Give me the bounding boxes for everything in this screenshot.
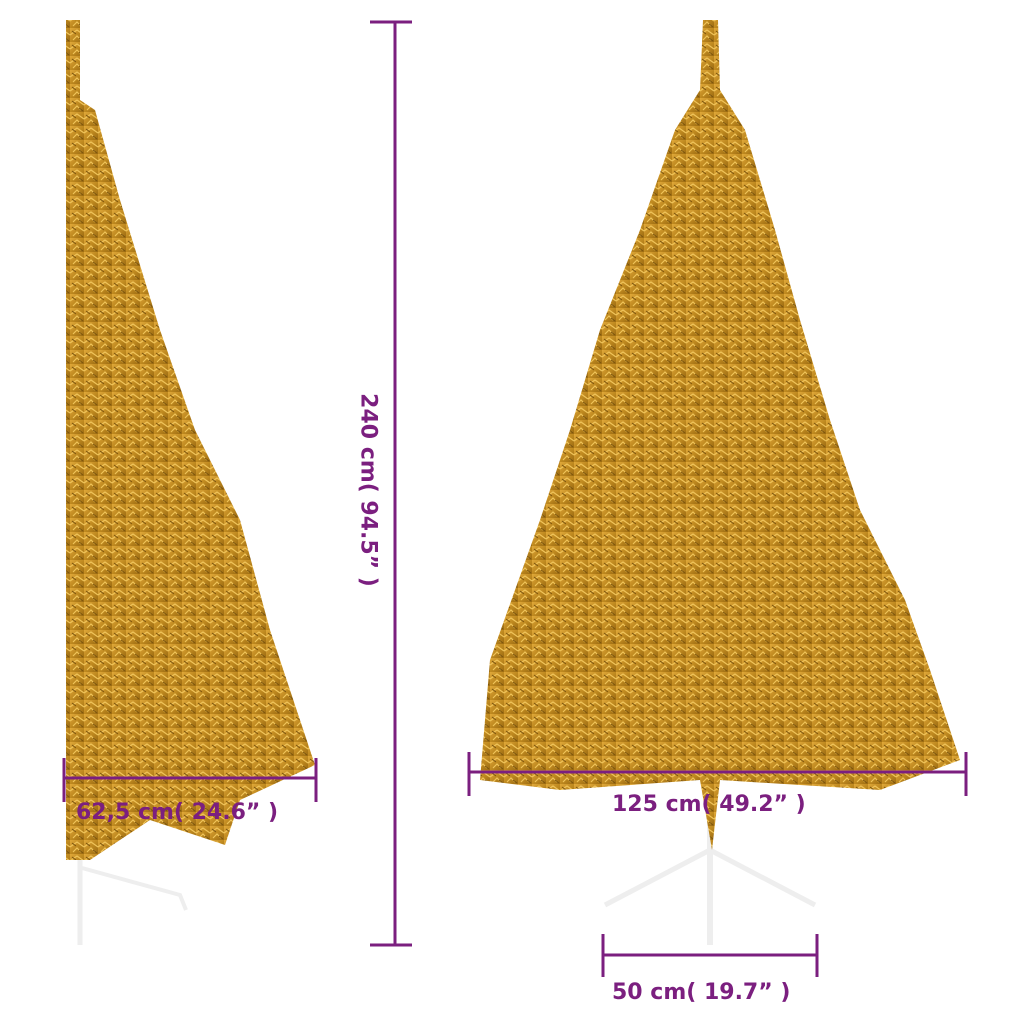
side-view-tree	[66, 20, 315, 945]
height-dimension-line	[370, 20, 412, 947]
height-label: 240 cm( 94.5” )	[355, 393, 381, 587]
side-depth-dimension-line	[62, 758, 318, 802]
side-depth-label: 62,5 cm( 24.6” )	[76, 800, 279, 825]
stand-width-dimension-line	[601, 934, 819, 977]
front-width-label: 125 cm( 49.2” )	[612, 792, 806, 817]
front-width-dimension-line	[467, 752, 968, 796]
front-view-tree	[480, 20, 960, 945]
stand-width-label: 50 cm( 19.7” )	[612, 980, 791, 1005]
